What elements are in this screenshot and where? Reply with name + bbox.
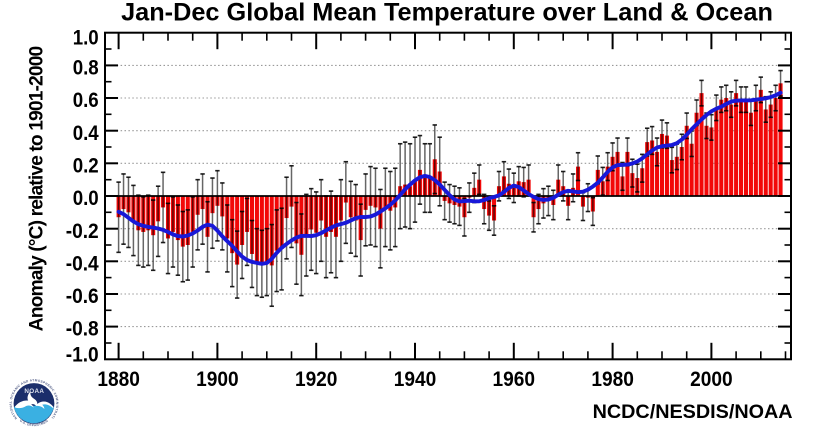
svg-text:2000: 2000 bbox=[690, 366, 733, 391]
svg-text:1900: 1900 bbox=[196, 366, 239, 391]
svg-text:0.8: 0.8 bbox=[73, 55, 99, 80]
svg-text:-0.8: -0.8 bbox=[66, 316, 99, 341]
svg-text:Jan-Dec Global Mean Temperatur: Jan-Dec Global Mean Temperature over Lan… bbox=[121, 0, 773, 27]
svg-text:-0.4: -0.4 bbox=[66, 250, 99, 275]
svg-text:-1.0: -1.0 bbox=[66, 341, 99, 366]
svg-text:NCDC/NESDIS/NOAA: NCDC/NESDIS/NOAA bbox=[593, 401, 793, 423]
svg-text:1.0: 1.0 bbox=[73, 25, 99, 50]
svg-text:1980: 1980 bbox=[591, 366, 634, 391]
svg-text:0.4: 0.4 bbox=[73, 120, 99, 145]
svg-text:NOAA: NOAA bbox=[24, 388, 44, 395]
svg-text:-0.6: -0.6 bbox=[66, 283, 99, 308]
svg-text:1880: 1880 bbox=[97, 366, 140, 391]
svg-text:0.6: 0.6 bbox=[73, 87, 99, 112]
svg-text:1940: 1940 bbox=[394, 366, 437, 391]
svg-text:-0.2: -0.2 bbox=[66, 218, 99, 243]
svg-text:0.2: 0.2 bbox=[73, 152, 99, 177]
svg-text:1920: 1920 bbox=[295, 366, 338, 391]
svg-text:1960: 1960 bbox=[493, 366, 536, 391]
svg-text:0.0: 0.0 bbox=[73, 185, 99, 210]
svg-text:Anomaly (°C) relative to 1901-: Anomaly (°C) relative to 1901-2000 bbox=[27, 46, 48, 331]
